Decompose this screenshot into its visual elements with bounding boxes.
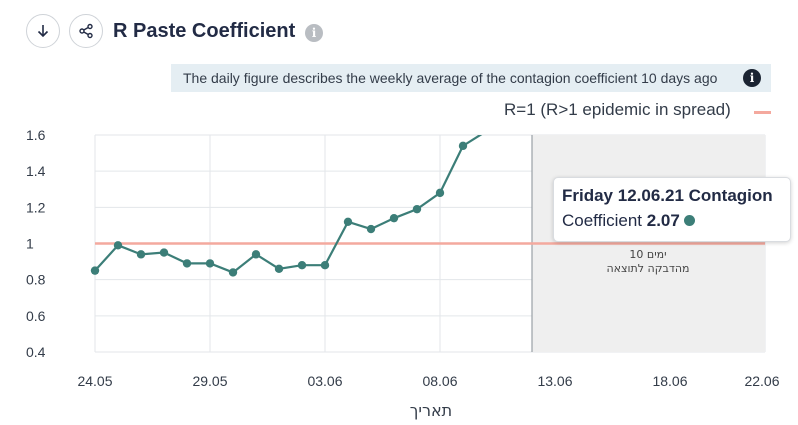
y-tick-label: 1.4 bbox=[26, 163, 46, 179]
y-tick-label: 0.4 bbox=[26, 344, 46, 360]
y-tick-label: 1.6 bbox=[26, 127, 46, 143]
data-point bbox=[458, 141, 468, 151]
data-point bbox=[251, 250, 261, 259]
shaded-region-label: 10 ימים bbox=[629, 248, 666, 261]
data-point bbox=[297, 261, 307, 270]
x-axis-title: תאריך bbox=[410, 401, 452, 420]
x-tick-label: 08.06 bbox=[422, 373, 457, 389]
info-icon[interactable]: i bbox=[743, 69, 761, 87]
x-tick-label: 13.06 bbox=[537, 373, 572, 389]
reference-legend-label: R=1 (R>1 epidemic in spread) bbox=[504, 100, 731, 119]
x-tick-label: 24.05 bbox=[77, 373, 112, 389]
series-color-dot bbox=[683, 215, 695, 227]
tooltip-body: Coefficient 2.07 bbox=[562, 211, 782, 231]
x-tick-label: 22.06 bbox=[744, 373, 779, 389]
chart-title: R Paste Coefficient bbox=[113, 20, 296, 42]
data-point bbox=[412, 204, 422, 214]
tooltip-label: Coefficient bbox=[562, 211, 643, 230]
data-point bbox=[389, 213, 399, 223]
data-point bbox=[228, 268, 238, 277]
y-tick-label: 0.8 bbox=[26, 272, 46, 288]
y-tick-label: 1 bbox=[26, 236, 34, 252]
reference-legend-swatch bbox=[754, 111, 771, 114]
tooltip: Friday 12.06.21 Contagion Coefficient 2.… bbox=[553, 177, 791, 242]
data-point bbox=[366, 224, 376, 234]
y-tick-label: 0.6 bbox=[26, 308, 46, 324]
series-line bbox=[94, 135, 483, 274]
data-point bbox=[205, 259, 215, 268]
tooltip-title: Friday 12.06.21 Contagion bbox=[562, 186, 773, 205]
data-point bbox=[90, 266, 100, 275]
data-point bbox=[320, 261, 330, 270]
download-button[interactable] bbox=[26, 14, 60, 48]
share-button[interactable] bbox=[69, 14, 103, 48]
info-note: The daily figure describes the weekly av… bbox=[171, 64, 771, 92]
data-point bbox=[343, 217, 353, 226]
x-tick-label: 29.05 bbox=[192, 373, 227, 389]
data-point bbox=[136, 250, 146, 259]
x-tick-label: 03.06 bbox=[307, 373, 342, 389]
series-group bbox=[90, 135, 483, 277]
shaded-region-label: מהדבקה לתוצאה bbox=[606, 262, 689, 275]
tooltip-value: 2.07 bbox=[646, 211, 680, 230]
share-icon bbox=[79, 23, 93, 39]
data-point bbox=[113, 241, 123, 250]
data-point bbox=[159, 248, 169, 257]
info-note-text: The daily figure describes the weekly av… bbox=[183, 70, 718, 86]
arrow-down-icon bbox=[37, 25, 49, 38]
data-point bbox=[182, 259, 192, 268]
data-point bbox=[274, 264, 284, 274]
y-tick-label: 1.2 bbox=[26, 199, 46, 215]
data-point bbox=[435, 188, 445, 198]
x-tick-label: 18.06 bbox=[652, 373, 687, 389]
info-icon[interactable]: i bbox=[305, 24, 323, 42]
